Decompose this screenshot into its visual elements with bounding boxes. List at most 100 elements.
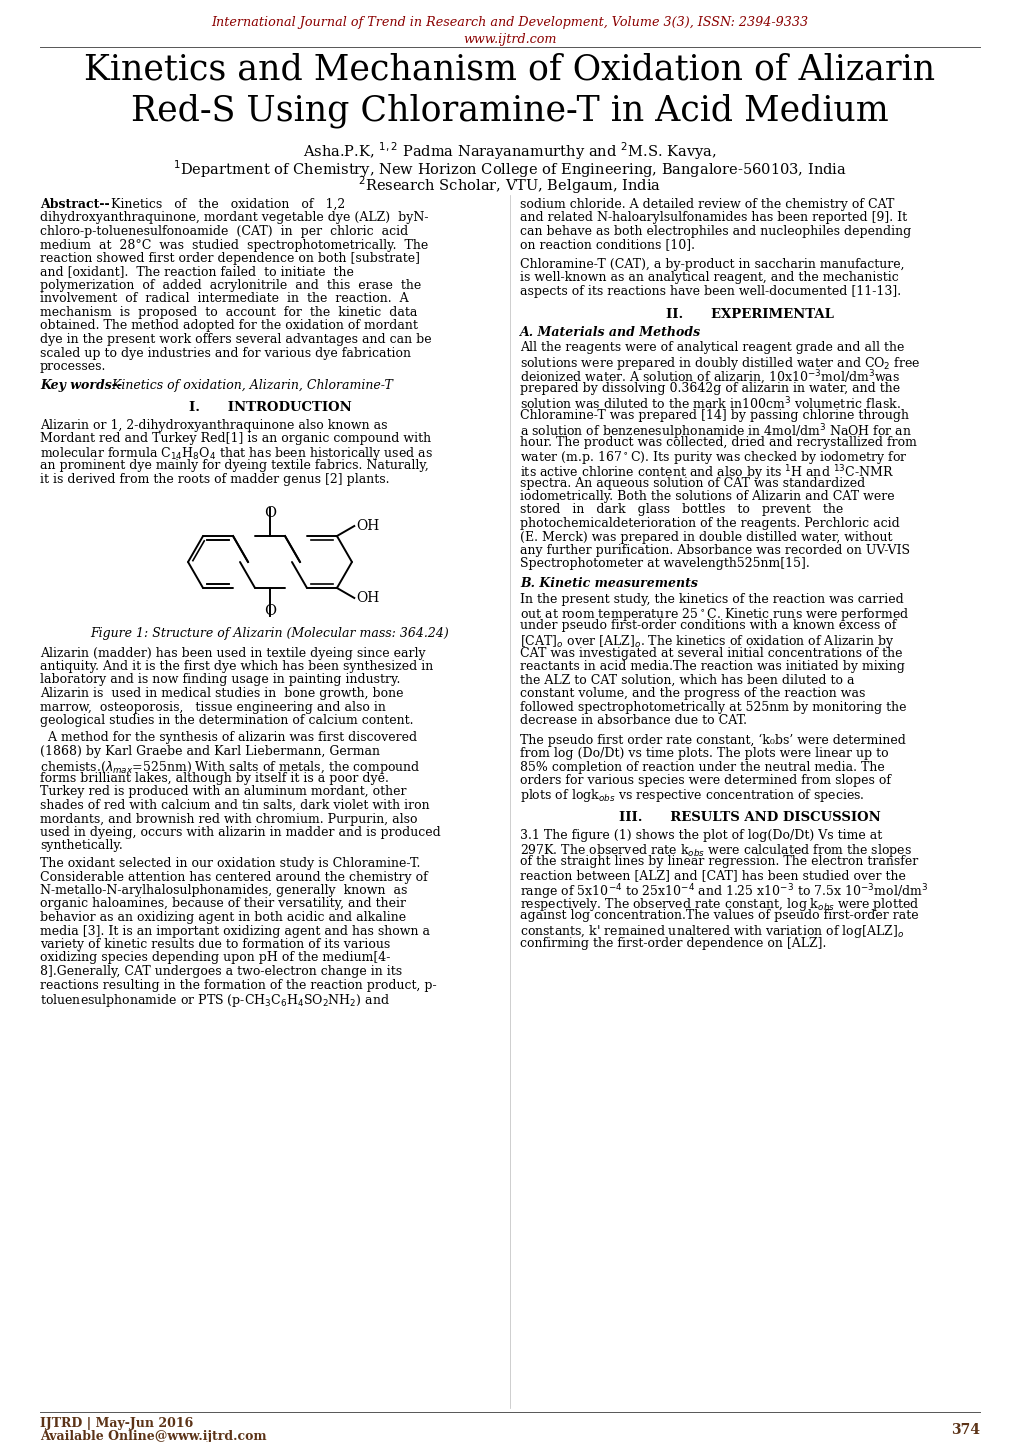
Text: $^1$Department of Chemistry, New Horizon College of Engineering, Bangalore-56010: $^1$Department of Chemistry, New Horizon… xyxy=(173,159,846,180)
Text: against log concentration.The values of pseudo first-order rate: against log concentration.The values of … xyxy=(520,910,918,923)
Text: solutions were prepared in doubly distilled water and CO$_2$ free: solutions were prepared in doubly distil… xyxy=(520,355,920,372)
Text: O: O xyxy=(264,506,276,521)
Text: spectra. An aqueous solution of CAT was standardized: spectra. An aqueous solution of CAT was … xyxy=(520,476,864,489)
Text: molecular formula C$_{14}$H$_8$O$_4$ that has been historically used as: molecular formula C$_{14}$H$_8$O$_4$ tha… xyxy=(40,446,432,463)
Text: medium  at  28°C  was  studied  spectrophotometrically.  The: medium at 28°C was studied spectrophotom… xyxy=(40,238,428,251)
Text: constant volume, and the progress of the reaction was: constant volume, and the progress of the… xyxy=(520,686,864,699)
Text: processes.: processes. xyxy=(40,360,106,373)
Text: iodometrically. Both the solutions of Alizarin and CAT were: iodometrically. Both the solutions of Al… xyxy=(520,490,894,503)
Text: A method for the synthesis of alizarin was first discovered: A method for the synthesis of alizarin w… xyxy=(40,731,417,744)
Text: B. Kinetic measurements: B. Kinetic measurements xyxy=(520,577,697,590)
Text: Alizarin or 1, 2-dihydroxyanthraquinone also known as: Alizarin or 1, 2-dihydroxyanthraquinone … xyxy=(40,418,387,431)
Text: can behave as both electrophiles and nucleophiles depending: can behave as both electrophiles and nuc… xyxy=(520,225,910,238)
Text: out at room temperature 25$^\circ$C. Kinetic runs were performed: out at room temperature 25$^\circ$C. Kin… xyxy=(520,606,908,623)
Text: and related N-haloarylsulfonamides has been reported [9]. It: and related N-haloarylsulfonamides has b… xyxy=(520,212,906,225)
Text: plots of logk$_{obs}$ vs respective concentration of species.: plots of logk$_{obs}$ vs respective conc… xyxy=(520,787,864,805)
Text: Key words--: Key words-- xyxy=(40,379,122,392)
Text: OH: OH xyxy=(356,591,379,606)
Text: dihydroxyanthraquinone, mordant vegetable dye (ALZ)  byN-: dihydroxyanthraquinone, mordant vegetabl… xyxy=(40,212,428,225)
Text: it is derived from the roots of madder genus [2] plants.: it is derived from the roots of madder g… xyxy=(40,473,389,486)
Text: behavior as an oxidizing agent in both acidic and alkaline: behavior as an oxidizing agent in both a… xyxy=(40,911,406,924)
Text: Figure 1: Structure of Alizarin (Molecular mass: 364.24): Figure 1: Structure of Alizarin (Molecul… xyxy=(91,627,449,640)
Text: range of 5x10$^{-4}$ to 25x10$^{-4}$ and 1.25 x10$^{-3}$ to 7.5x 10$^{-3}$mol/dm: range of 5x10$^{-4}$ to 25x10$^{-4}$ and… xyxy=(520,883,927,903)
Text: 374: 374 xyxy=(950,1423,979,1438)
Text: is well-known as an analytical reagent, and the mechanistic: is well-known as an analytical reagent, … xyxy=(520,271,898,284)
Text: reaction between [ALZ] and [CAT] has been studied over the: reaction between [ALZ] and [CAT] has bee… xyxy=(520,870,905,883)
Text: mordants, and brownish red with chromium. Purpurin, also: mordants, and brownish red with chromium… xyxy=(40,812,417,825)
Text: dye in the present work offers several advantages and can be: dye in the present work offers several a… xyxy=(40,333,431,346)
Text: sodium chloride. A detailed review of the chemistry of CAT: sodium chloride. A detailed review of th… xyxy=(520,198,894,211)
Text: confirming the first-order dependence on [ALZ].: confirming the first-order dependence on… xyxy=(520,936,825,949)
Text: Kinetics and Mechanism of Oxidation of Alizarin: Kinetics and Mechanism of Oxidation of A… xyxy=(85,52,934,87)
Text: stored   in   dark   glass   bottles   to   prevent   the: stored in dark glass bottles to prevent … xyxy=(520,503,843,516)
Text: variety of kinetic results due to formation of its various: variety of kinetic results due to format… xyxy=(40,937,390,952)
Text: (1868) by Karl Graebe and Karl Liebermann, German: (1868) by Karl Graebe and Karl Lieberman… xyxy=(40,746,380,758)
Text: 85% completion of reaction under the neutral media. The: 85% completion of reaction under the neu… xyxy=(520,760,883,773)
Text: In the present study, the kinetics of the reaction was carried: In the present study, the kinetics of th… xyxy=(520,593,903,606)
Text: shades of red with calcium and tin salts, dark violet with iron: shades of red with calcium and tin salts… xyxy=(40,799,429,812)
Text: All the reagents were of analytical reagent grade and all the: All the reagents were of analytical reag… xyxy=(520,342,904,355)
Text: 297K. The observed rate k$_{obs}$ were calculated from the slopes: 297K. The observed rate k$_{obs}$ were c… xyxy=(520,842,911,859)
Text: N-metallo-N-arylhalosulphonamides, generally  known  as: N-metallo-N-arylhalosulphonamides, gener… xyxy=(40,884,407,897)
Text: Mordant red and Turkey Red[1] is an organic compound with: Mordant red and Turkey Red[1] is an orga… xyxy=(40,433,431,446)
Text: OH: OH xyxy=(356,519,379,534)
Text: synthetically.: synthetically. xyxy=(40,839,122,852)
Text: deionized water. A solution of alizarin, 10x10$^{-3}$mol/dm$^3$was: deionized water. A solution of alizarin,… xyxy=(520,369,900,386)
Text: Kinetics of oxidation, Alizarin, Chloramine-T: Kinetics of oxidation, Alizarin, Chloram… xyxy=(108,379,392,392)
Text: Alizarin is  used in medical studies in  bone growth, bone: Alizarin is used in medical studies in b… xyxy=(40,686,404,699)
Text: IJTRD | May-Jun 2016: IJTRD | May-Jun 2016 xyxy=(40,1417,193,1430)
Text: Kinetics   of   the   oxidation   of   1,2: Kinetics of the oxidation of 1,2 xyxy=(103,198,344,211)
Text: Red-S Using Chloramine-T in Acid Medium: Red-S Using Chloramine-T in Acid Medium xyxy=(131,94,888,128)
Text: its active chlorine content and also by its $^1$H and $^{13}$C-NMR: its active chlorine content and also by … xyxy=(520,463,893,483)
Text: photochemicaldeterioration of the reagents. Perchloric acid: photochemicaldeterioration of the reagen… xyxy=(520,518,899,531)
Text: 3.1 The figure (1) shows the plot of log(Do/Dt) Vs time at: 3.1 The figure (1) shows the plot of log… xyxy=(520,829,881,842)
Text: 8].Generally, CAT undergoes a two-electron change in its: 8].Generally, CAT undergoes a two-electr… xyxy=(40,965,401,978)
Text: marrow,  osteoporosis,   tissue engineering and also in: marrow, osteoporosis, tissue engineering… xyxy=(40,701,385,714)
Text: chemists.($\lambda_{max}$=525nm) With salts of metals, the compound: chemists.($\lambda_{max}$=525nm) With sa… xyxy=(40,758,420,776)
Text: Available Online@www.ijtrd.com: Available Online@www.ijtrd.com xyxy=(40,1430,266,1442)
Text: International Journal of Trend in Research and Development, Volume 3(3), ISSN: 2: International Journal of Trend in Resear… xyxy=(211,16,808,29)
Text: I.      INTRODUCTION: I. INTRODUCTION xyxy=(189,401,351,414)
Text: antiquity. And it is the first dye which has been synthesized in: antiquity. And it is the first dye which… xyxy=(40,660,433,673)
Text: The pseudo first order rate constant, ‘k₀bs’ were determined: The pseudo first order rate constant, ‘k… xyxy=(520,734,905,747)
Text: used in dyeing, occurs with alizarin in madder and is produced: used in dyeing, occurs with alizarin in … xyxy=(40,826,440,839)
Text: followed spectrophotometrically at 525nm by monitoring the: followed spectrophotometrically at 525nm… xyxy=(520,701,906,714)
Text: under pseudo first-order conditions with a known excess of: under pseudo first-order conditions with… xyxy=(520,620,896,633)
Text: (E. Merck) was prepared in double distilled water, without: (E. Merck) was prepared in double distil… xyxy=(520,531,892,544)
Text: III.      RESULTS AND DISCUSSION: III. RESULTS AND DISCUSSION xyxy=(619,810,880,823)
Text: respectively. The observed rate constant, log k$_{obs}$ were plotted: respectively. The observed rate constant… xyxy=(520,895,919,913)
Text: constants, k' remained unaltered with variation of log[ALZ]$_o$: constants, k' remained unaltered with va… xyxy=(520,923,903,940)
Text: aspects of its reactions have been well-documented [11-13].: aspects of its reactions have been well-… xyxy=(520,286,900,298)
Text: prepared by dissolving 0.3642g of alizarin in water, and the: prepared by dissolving 0.3642g of alizar… xyxy=(520,382,899,395)
Text: reaction showed first order dependence on both [substrate]: reaction showed first order dependence o… xyxy=(40,252,420,265)
Text: oxidizing species depending upon pH of the medium[4-: oxidizing species depending upon pH of t… xyxy=(40,952,390,965)
Text: the ALZ to CAT solution, which has been diluted to a: the ALZ to CAT solution, which has been … xyxy=(520,673,854,686)
Text: solution was diluted to the mark in100cm$^3$ volumetric flask.: solution was diluted to the mark in100cm… xyxy=(520,395,900,412)
Text: mechanism  is  proposed  to  account  for  the  kinetic  data: mechanism is proposed to account for the… xyxy=(40,306,417,319)
Text: forms brilliant lakes, although by itself it is a poor dye.: forms brilliant lakes, although by itsel… xyxy=(40,771,388,784)
Text: CAT was investigated at several initial concentrations of the: CAT was investigated at several initial … xyxy=(520,646,902,659)
Text: obtained. The method adopted for the oxidation of mordant: obtained. The method adopted for the oxi… xyxy=(40,320,418,333)
Text: laboratory and is now finding usage in painting industry.: laboratory and is now finding usage in p… xyxy=(40,673,400,686)
Text: Asha.P.K, $^{1,2}$ Padma Narayanamurthy and $^2$M.S. Kavya,: Asha.P.K, $^{1,2}$ Padma Narayanamurthy … xyxy=(303,140,716,162)
Text: scaled up to dye industries and for various dye fabrication: scaled up to dye industries and for vari… xyxy=(40,346,411,359)
Text: water (m.p. 167$^\circ$C). Its purity was checked by iodometry for: water (m.p. 167$^\circ$C). Its purity wa… xyxy=(520,450,907,467)
Text: orders for various species were determined from slopes of: orders for various species were determin… xyxy=(520,774,891,787)
Text: an prominent dye mainly for dyeing textile fabrics. Naturally,: an prominent dye mainly for dyeing texti… xyxy=(40,459,428,472)
Text: media [3]. It is an important oxidizing agent and has shown a: media [3]. It is an important oxidizing … xyxy=(40,924,430,937)
Text: reactants in acid media.The reaction was initiated by mixing: reactants in acid media.The reaction was… xyxy=(520,660,904,673)
Text: organic haloamines, because of their versatility, and their: organic haloamines, because of their ver… xyxy=(40,897,406,910)
Text: any further purification. Absorbance was recorded on UV-VIS: any further purification. Absorbance was… xyxy=(520,544,909,557)
Text: on reaction conditions [10].: on reaction conditions [10]. xyxy=(520,238,694,251)
Text: Turkey red is produced with an aluminum mordant, other: Turkey red is produced with an aluminum … xyxy=(40,786,407,799)
Text: Abstract--: Abstract-- xyxy=(40,198,109,211)
Text: of the straight lines by linear regression. The electron transfer: of the straight lines by linear regressi… xyxy=(520,855,917,868)
Text: Alizarin (madder) has been used in textile dyeing since early: Alizarin (madder) has been used in texti… xyxy=(40,646,425,659)
Text: II.      EXPERIMENTAL: II. EXPERIMENTAL xyxy=(665,309,834,322)
Text: geological studies in the determination of calcium content.: geological studies in the determination … xyxy=(40,714,413,727)
Text: hour. The product was collected, dried and recrystallized from: hour. The product was collected, dried a… xyxy=(520,435,916,448)
Text: decrease in absorbance due to CAT.: decrease in absorbance due to CAT. xyxy=(520,714,746,727)
Text: A. Materials and Methods: A. Materials and Methods xyxy=(520,326,700,339)
Text: chloro-p-toluenesulfonoamide  (CAT)  in  per  chloric  acid: chloro-p-toluenesulfonoamide (CAT) in pe… xyxy=(40,225,408,238)
Text: The oxidant selected in our oxidation study is Chloramine-T.: The oxidant selected in our oxidation st… xyxy=(40,857,420,870)
